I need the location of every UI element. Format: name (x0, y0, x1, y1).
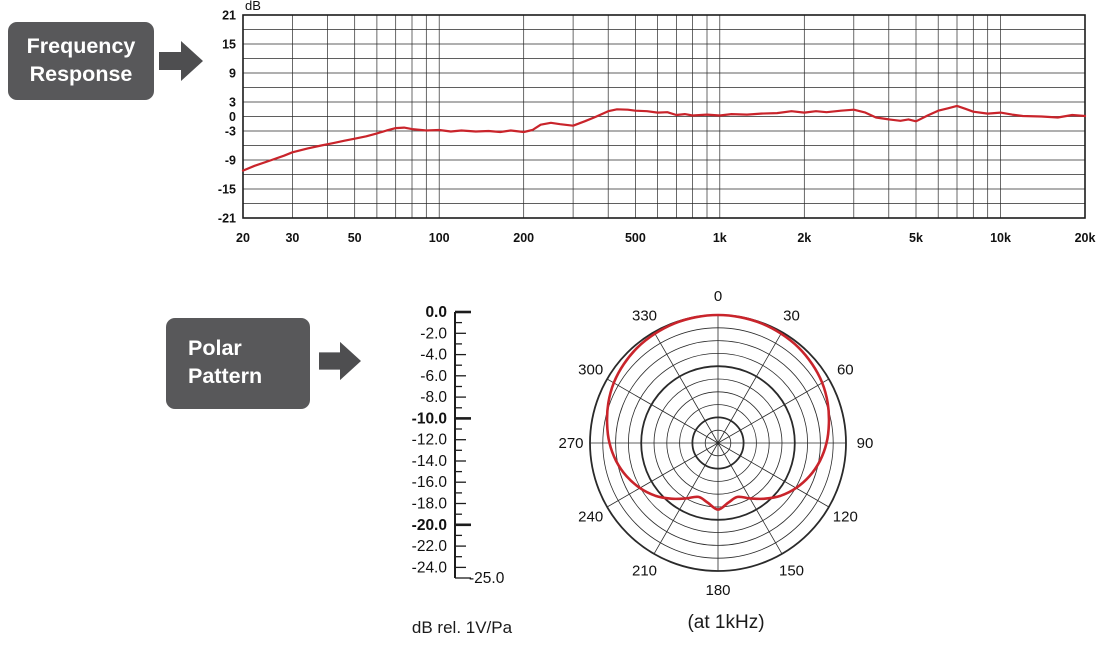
ruler-end-label: -25.0 (469, 570, 505, 587)
svg-text:3: 3 (229, 96, 236, 110)
right-arrow-icon (319, 341, 361, 381)
svg-text:-4.0: -4.0 (420, 347, 447, 364)
svg-text:20k: 20k (1075, 231, 1096, 245)
fr-y-axis-unit: dB (245, 0, 261, 13)
svg-text:10k: 10k (990, 231, 1011, 245)
polar-pattern-curve (605, 313, 831, 511)
right-arrow-icon (159, 41, 203, 81)
svg-text:9: 9 (229, 67, 236, 81)
svg-text:0: 0 (714, 288, 722, 305)
svg-text:300: 300 (578, 362, 603, 379)
polar-pattern-label: Polar Pattern (166, 318, 310, 409)
svg-text:100: 100 (429, 231, 450, 245)
svg-text:-22.0: -22.0 (412, 538, 448, 555)
fr-response-curve (241, 104, 1087, 172)
svg-text:150: 150 (779, 562, 804, 579)
frequency-response-label-line2: Response (29, 62, 133, 86)
svg-text:50: 50 (348, 231, 362, 245)
polar-chart-caption: (at 1kHz) (687, 612, 765, 633)
svg-text:-21: -21 (218, 212, 236, 226)
svg-text:15: 15 (222, 38, 236, 52)
svg-text:-9: -9 (225, 154, 236, 168)
svg-text:60: 60 (837, 362, 854, 379)
fr-x-tick-labels: 20 30 50 100 200 500 1k 2k 5k 10k 20k (236, 231, 1095, 245)
frequency-response-label: Frequency Response (8, 22, 154, 100)
polar-angle-labels: 0 30 60 90 120 150 180 210 240 270 300 330 (558, 288, 873, 599)
right-arrow-shape (319, 341, 361, 381)
ruler-ticks (455, 310, 471, 579)
svg-text:330: 330 (632, 308, 657, 325)
svg-text:1k: 1k (713, 231, 727, 245)
svg-text:-3: -3 (225, 125, 236, 139)
ruler-labels: 0.0 -2.0 -4.0 -6.0 -8.0 -10.0 -12.0 -14.0 -16.0 -… (412, 304, 448, 576)
right-arrow-shape (159, 41, 203, 81)
svg-text:120: 120 (833, 509, 858, 526)
frequency-response-label-line1: Frequency (26, 34, 136, 58)
svg-text:180: 180 (705, 582, 730, 599)
polar-spokes (590, 315, 846, 571)
svg-text:21: 21 (222, 9, 236, 23)
svg-text:20: 20 (236, 231, 250, 245)
svg-text:-2.0: -2.0 (420, 325, 447, 342)
svg-text:30: 30 (783, 308, 800, 325)
db-scale-ruler: 0.0 -2.0 -4.0 -6.0 -8.0 -10.0 -12.0 -14.0 -16.0 -… (412, 304, 505, 587)
polar-pattern-label-line1: Polar (188, 336, 242, 360)
polar-pattern-chart: 0 30 60 90 120 150 180 210 240 270 300 330 (558, 288, 873, 599)
svg-text:240: 240 (578, 509, 603, 526)
fr-gridlines (242, 14, 1086, 219)
svg-text:-18.0: -18.0 (412, 496, 448, 513)
svg-text:-15: -15 (218, 183, 236, 197)
svg-text:-14.0: -14.0 (412, 453, 448, 470)
svg-text:5k: 5k (909, 231, 923, 245)
db-scale-caption: dB rel. 1V/Pa (411, 618, 513, 637)
svg-text:-6.0: -6.0 (420, 368, 447, 385)
svg-text:-24.0: -24.0 (412, 559, 448, 576)
svg-text:30: 30 (285, 231, 299, 245)
svg-text:2k: 2k (797, 231, 811, 245)
fr-y-tick-labels: 21 15 9 30-3 -9 -15 -21 (218, 9, 236, 226)
svg-text:200: 200 (513, 231, 534, 245)
svg-text:-12.0: -12.0 (412, 432, 448, 449)
svg-text:270: 270 (558, 435, 583, 452)
svg-text:0: 0 (229, 110, 236, 124)
svg-text:90: 90 (857, 435, 874, 452)
svg-text:-10.0: -10.0 (412, 410, 447, 427)
svg-text:-20.0: -20.0 (412, 517, 447, 534)
polar-pattern-label-line2: Pattern (188, 364, 263, 388)
svg-text:210: 210 (632, 562, 657, 579)
svg-text:-8.0: -8.0 (420, 389, 447, 406)
svg-text:0.0: 0.0 (425, 304, 447, 321)
svg-text:-16.0: -16.0 (412, 474, 448, 491)
svg-text:500: 500 (625, 231, 646, 245)
